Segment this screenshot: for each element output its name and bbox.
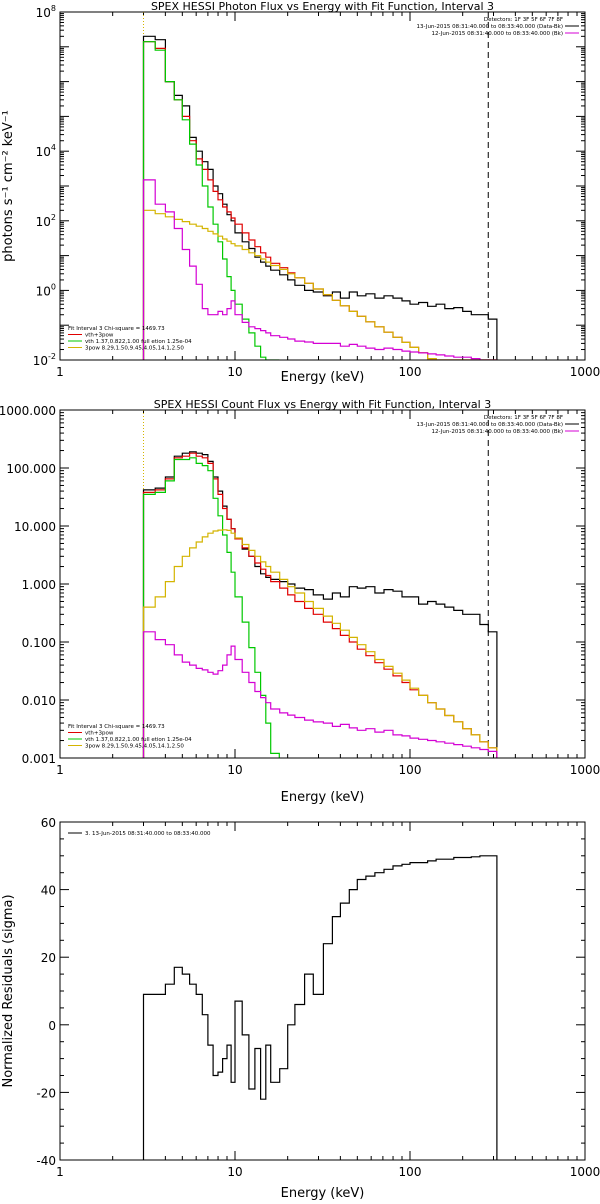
y-axis-label: Normalized Residuals (sigma) <box>1 894 16 1087</box>
x-tick-label: 1000 <box>570 365 600 379</box>
x-tick-label: 100 <box>399 763 422 777</box>
x-tick-label: 100 <box>399 1165 422 1179</box>
y-tick-label: 102 <box>36 213 56 229</box>
y-tick-label: 10-2 <box>33 352 56 368</box>
plot-frame <box>59 11 586 361</box>
legend-bottom-entry: 3pow 8.29,1.50,9.45,4.05,14.1,2.50 <box>85 744 184 750</box>
y-tick-label: 0 <box>48 1019 56 1033</box>
y-tick-label: 0.010 <box>22 694 56 708</box>
y-tick-label: 40 <box>41 884 56 898</box>
legend-bottom-entry: vth 1.37,0.822,1.00 full etion 1.25e-04 <box>85 737 192 743</box>
x-axis-label: Energy (keV) <box>281 370 365 385</box>
y-tick-label: 100.000 <box>6 462 56 476</box>
x-tick-label: 10 <box>227 365 242 379</box>
plot-title-2: SPEX HESSI Count Flux vs Energy with Fit… <box>154 398 491 411</box>
x-tick-label: 1 <box>56 365 64 379</box>
legend-bottom-entry: vth 1.37,0.822,1.00 full etion 1.25e-04 <box>85 339 192 345</box>
y-tick-label: 108 <box>36 4 56 20</box>
x-tick-label: 100 <box>399 365 422 379</box>
y-tick-label: 10.000 <box>14 520 56 534</box>
legend-bottom-entry: Fit Interval 3 Chi-square = 1469.73 <box>68 326 165 332</box>
y-tick-label: 100 <box>36 282 56 298</box>
plot-title-1: SPEX HESSI Photon Flux vs Energy with Fi… <box>151 0 494 13</box>
x-tick-label: 1 <box>56 1165 64 1179</box>
y-tick-label: 0.001 <box>22 752 56 766</box>
legend-bottom-entry: vth+3pow <box>85 333 114 339</box>
series-data <box>142 451 498 758</box>
series-background <box>142 179 497 360</box>
x-tick-label: 1000 <box>570 763 600 777</box>
x-tick-label: 10 <box>227 763 242 777</box>
legend-top-entry: Detectors: 1F 3F 5F 6F 7F 8F <box>484 415 563 421</box>
legend-top-entry: 13-Jun-2015 08:31:40.000 to 08:33:40.000… <box>417 422 563 428</box>
legend-top-entry: 3. 13-Jun-2015 08:31:40.000 to 08:33:40.… <box>85 831 211 837</box>
legend-top-entry: 13-Jun-2015 08:31:40.000 to 08:33:40.000… <box>417 24 563 30</box>
x-axis-label: Energy (keV) <box>281 790 365 805</box>
x-tick-label: 1000 <box>570 1165 600 1179</box>
y-axis-label: photons s⁻¹ cm⁻² keV⁻¹ <box>1 110 16 262</box>
series-background <box>142 631 498 758</box>
y-tick-label: 1.000 <box>22 578 56 592</box>
y-tick-label: 0.100 <box>22 636 56 650</box>
series-residuals <box>142 855 498 1160</box>
x-tick-label: 10 <box>227 1165 242 1179</box>
legend-bottom-entry: Fit Interval 3 Chi-square = 1469.73 <box>68 724 165 730</box>
y-tick-label: 104 <box>36 143 56 159</box>
series-power <box>142 209 497 360</box>
legend-top-entry: Detectors: 1F 3F 5F 6F 7F 8F <box>484 17 563 23</box>
y-tick-label: 1000.000 <box>0 404 56 418</box>
series-thermal <box>142 41 280 360</box>
series-data <box>142 35 498 360</box>
plot-panel-1: SPEX HESSI Photon Flux vs Energy with Fi… <box>1 0 600 385</box>
series-thermal <box>142 457 280 758</box>
x-tick-label: 1 <box>56 763 64 777</box>
y-tick-label: -40 <box>36 1154 56 1168</box>
legend-top-entry: 12-Jun-2015 08:31:40.000 to 08:33:40.000… <box>431 429 563 435</box>
series-power <box>142 529 498 758</box>
plot-frame <box>59 409 586 759</box>
plot-panel-3: 1 10 100 1000 Energy (keV) -40 -20 0 20 40 60 Norma… <box>1 816 600 1201</box>
legend-top-entry: 12-Jun-2015 08:31:40.000 to 08:33:40.000… <box>431 31 563 37</box>
y-tick-label: 20 <box>41 951 56 965</box>
legend-bottom-entry: vth+3pow <box>85 731 114 737</box>
plot-frame <box>59 821 586 1161</box>
y-tick-label: 60 <box>41 816 56 830</box>
legend-bottom-entry: 3pow 8.29,1.50,9.45,4.05,14.1,2.50 <box>85 346 184 352</box>
plot-panel-2: SPEX HESSI Count Flux vs Energy with Fit… <box>0 398 600 805</box>
y-tick-label: -20 <box>36 1086 56 1100</box>
x-axis-label: Energy (keV) <box>281 1186 365 1200</box>
